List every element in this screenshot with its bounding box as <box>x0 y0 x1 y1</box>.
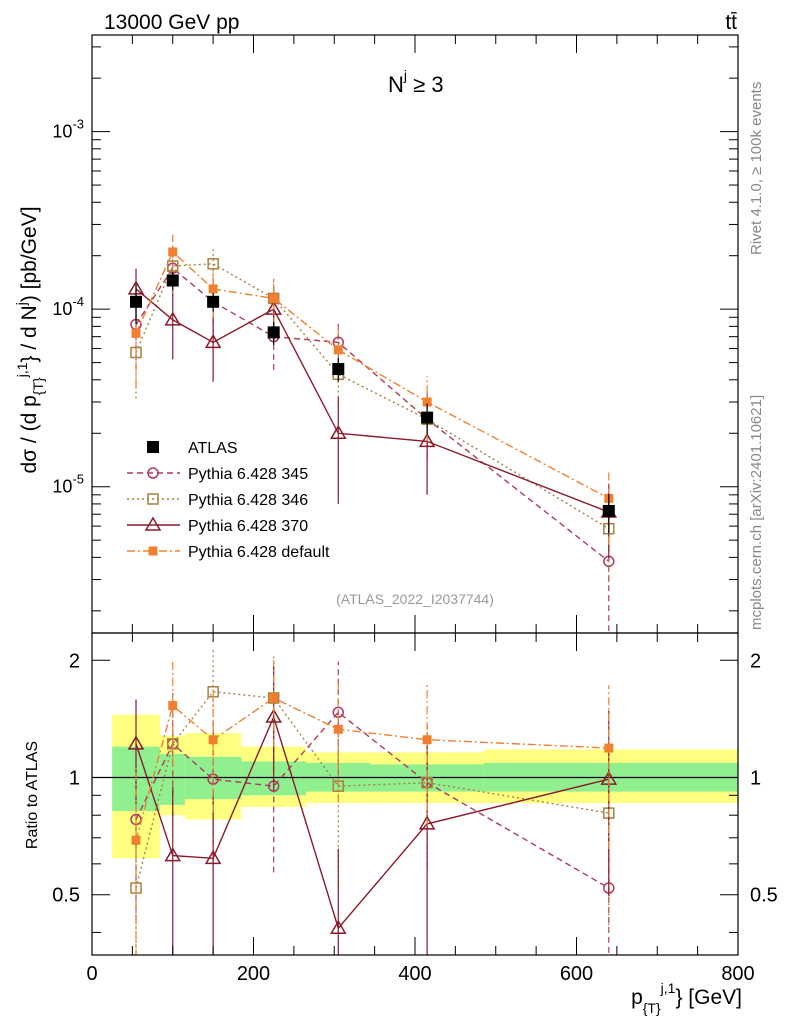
main-pythia-6-428-default-point <box>208 284 218 294</box>
x-tick-label: 0 <box>86 963 97 985</box>
main-pythia-6-428-default-point <box>422 397 432 407</box>
ratio-y-tick-label-right: 1 <box>750 767 761 789</box>
ratio-pythia-6-428-default-point <box>333 724 343 734</box>
ratio-pythia-6-428-default-point <box>604 743 614 753</box>
ratio-pythia-6-428-default-point <box>269 693 279 703</box>
legend: ATLAS Pythia 6.428 345 Pythia 6.428 346 Pyt… <box>127 440 330 561</box>
ratio-pythia-6-428-370-point <box>164 847 182 862</box>
main-atlas-point <box>166 274 179 287</box>
svg-text:dσ / (d p{T}j,1} / d Nj) [pb/G: dσ / (d p{T}j,1} / d Nj) [pb/GeV] <box>13 206 46 473</box>
ratio-pythia-6-428-346-point <box>130 882 142 894</box>
legend-marker <box>147 441 159 453</box>
main-atlas-point <box>207 295 220 308</box>
main-pythia-6-428-default-line <box>135 250 610 499</box>
main-y-tick-label: 10-5 <box>52 472 84 497</box>
main-y-axis-label: dσ / (d p{T}j,1} / d Nj) [pb/GeV] <box>13 206 46 473</box>
main-atlas-point <box>267 326 280 339</box>
main-atlas-series <box>130 271 615 534</box>
legend-marker <box>148 546 158 556</box>
legend-label: Pythia 6.428 346 <box>188 492 308 509</box>
ratio-y-tick-label: 1 <box>69 767 80 789</box>
main-pythia-6-428-default-point <box>168 247 178 257</box>
ratio-y-tick-label: 0.5 <box>52 885 80 907</box>
main-pythia-6-428-370-point <box>164 311 182 326</box>
x-tick-label: 400 <box>398 963 431 985</box>
main-pythia-6-428-370-point <box>329 424 347 440</box>
ratio-pythia-6-428-default-point <box>208 735 218 745</box>
x-tick-label: 800 <box>721 963 754 985</box>
ratio-y-tick-label-right: 0.5 <box>750 885 778 907</box>
main-atlas-point <box>602 504 615 517</box>
main-pythia-6-428-default-point <box>333 345 343 355</box>
plot-title: Nj ≥ 3 <box>388 67 444 97</box>
main-y-tick-label: 10-4 <box>52 294 84 319</box>
ratio-pythia-6-428-default-point <box>422 735 432 745</box>
legend-label: Pythia 6.428 370 <box>188 518 308 535</box>
ratio-panel: 0.5 0.5 1 1 2 2 0 200 400 600 800 Ratio to ATLAS p… <box>24 632 778 1016</box>
x-tick-label: 200 <box>237 963 270 985</box>
analysis-id-label: (ATLAS_2022_I2037744) <box>336 591 494 607</box>
ratio-pythia-6-428-default-point <box>168 701 178 711</box>
ratio-pythia-6-428-default-series <box>131 660 614 955</box>
legend-marker <box>147 493 159 505</box>
ratio-y-axis-label: Ratio to ATLAS <box>24 741 41 849</box>
legend-marker <box>147 467 159 479</box>
ratio-pythia-6-428-default-point <box>131 835 141 845</box>
main-pythia-6-428-346-line <box>135 263 610 530</box>
main-pythia-6-428-default-point <box>131 328 141 338</box>
ratio-y-tick-label-right: 2 <box>750 650 761 672</box>
main-atlas-point <box>332 363 345 376</box>
ratio-pythia-6-428-370-point <box>418 815 436 830</box>
ratio-pythia-6-428-370-point <box>265 708 282 723</box>
energy-label: 13000 GeV pp <box>104 11 239 34</box>
main-y-tick-label: 10-3 <box>52 117 84 142</box>
main-atlas-point <box>421 411 434 424</box>
main-pythia-6-428-346-point <box>207 258 219 270</box>
main-atlas-point <box>130 295 143 308</box>
legend-label: ATLAS <box>188 440 238 457</box>
rivet-version-label: Rivet 4.1.0, ≥ 100k events <box>748 82 765 255</box>
ratio-y-tick-label: 2 <box>69 650 80 672</box>
mcplots-label: mcplots.cern.ch [arXiv:2401.10621] <box>748 395 765 630</box>
main-pythia-6-428-370-series <box>127 268 618 559</box>
main-panel: 10-3 10-4 10-5 Nj ≥ 3 (ATLAS_2022_I2037744… <box>13 34 739 634</box>
legend-label: Pythia 6.428 345 <box>188 466 308 483</box>
process-label: tt̄ <box>725 11 737 34</box>
legend-marker <box>144 516 162 531</box>
ratio-pythia-6-428-370-point <box>127 735 145 750</box>
main-pythia-6-428-370-point <box>204 333 222 349</box>
ratio-pythia-6-428-370-point <box>204 849 222 865</box>
main-pythia-6-428-370-point <box>418 432 436 448</box>
ratio-pythia-6-428-370-series <box>127 666 618 955</box>
x-axis-label: p{T}j,1} [GeV] <box>631 980 742 1016</box>
main-pythia-6-428-default-point <box>269 293 279 303</box>
ratio-pythia-6-428-370-point <box>329 919 347 934</box>
legend-label: Pythia 6.428 default <box>188 544 330 561</box>
x-tick-label: 600 <box>560 963 593 985</box>
